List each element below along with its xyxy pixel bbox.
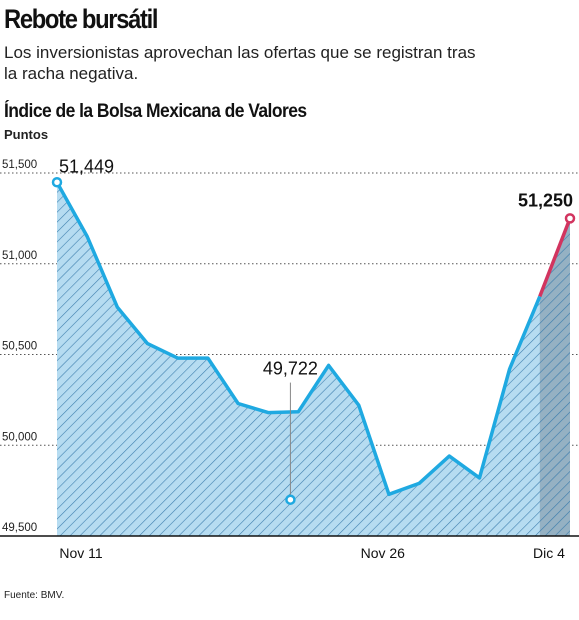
y-tick-label: 51,000: [2, 250, 37, 262]
axes: 49,500 50,000 50,500 51,000 51,500 Nov 11 Nov …: [0, 159, 579, 561]
chart-heading: Índice de la Bolsa Mexicana de Valores: [4, 101, 307, 122]
data-labels: 51,449 49,722 51,250: [59, 156, 573, 378]
x-tick-label: Nov 26: [361, 545, 406, 561]
recent-period-hatch: [539, 218, 570, 536]
y-tick-label: 51,500: [2, 159, 37, 171]
data-label-start: 51,449: [59, 156, 114, 176]
end-marker: [564, 213, 576, 224]
data-label-end: 51,250: [518, 190, 573, 210]
series-line-recent: [538, 217, 572, 298]
y-tick-label: 50,500: [2, 341, 37, 353]
x-tick-label: Dic 4: [533, 545, 565, 561]
area-chart: 51,449 49,722 51,250 49,500 50,000 50,500 51,…: [0, 156, 579, 561]
area-hatch: [57, 182, 570, 537]
series-line: [55, 181, 572, 497]
y-tick-label: 50,000: [2, 431, 37, 443]
source-note: Fuente: BMV.: [4, 590, 65, 601]
min-marker: [285, 494, 296, 505]
chart-title-main: Rebote bursátil: [4, 4, 158, 34]
area-layer: [57, 182, 570, 537]
chart-subtitle: Los inversionistas aprovechan las oferta…: [4, 43, 476, 83]
y-axis-label: Puntos: [4, 127, 49, 142]
data-label-min: 49,722: [263, 359, 318, 379]
y-tick-label: 49,500: [2, 522, 37, 534]
x-tick-label: Nov 11: [59, 545, 103, 561]
series-line-main: [55, 181, 542, 497]
start-marker: [51, 177, 63, 188]
point-markers: [51, 177, 576, 505]
